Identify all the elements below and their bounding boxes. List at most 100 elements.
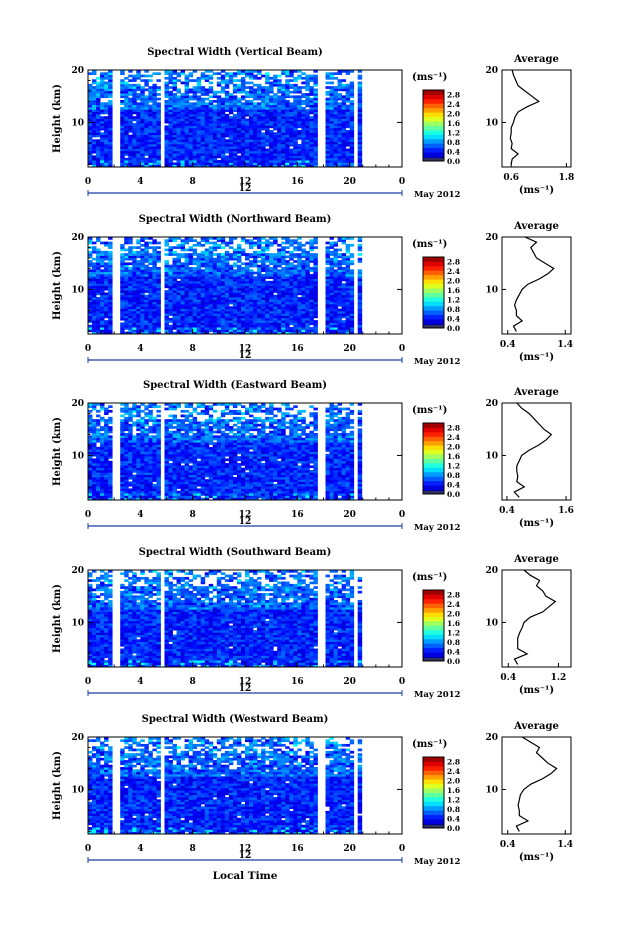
average-x-tick-label: 1.8: [559, 173, 575, 183]
heatmap-cell: [193, 116, 197, 119]
heatmap-cell: [330, 286, 334, 289]
heatmap-cell: [217, 292, 221, 295]
heatmap-cell: [293, 84, 297, 87]
heatmap-cell: [185, 100, 189, 103]
heatmap-cell: [136, 121, 140, 124]
heatmap-cell: [293, 86, 297, 89]
heatmap-cell: [132, 325, 136, 328]
heatmap-cell: [201, 276, 205, 279]
heatmap-cell: [297, 276, 301, 279]
heatmap-cell: [301, 320, 305, 323]
heatmap-cell: [265, 297, 269, 300]
heatmap-cell: [173, 276, 177, 279]
heatmap-cell: [100, 112, 104, 115]
heatmap-cell: [185, 304, 189, 307]
heatmap-cell: [293, 304, 297, 307]
heatmap-cell: [261, 276, 265, 279]
heatmap-cell: [209, 302, 213, 305]
heatmap-cell: [209, 137, 213, 140]
heatmap-cell: [334, 100, 338, 103]
heatmap-cell: [96, 258, 100, 261]
colorbar-segment: [423, 301, 444, 306]
heatmap-cell: [96, 82, 100, 85]
heatmap-cell: [189, 139, 193, 142]
heatmap-cell: [301, 297, 305, 300]
heatmap-cell: [100, 132, 104, 135]
heatmap-cell: [313, 306, 317, 309]
heatmap-cell: [164, 112, 168, 115]
heatmap-cell: [261, 265, 265, 268]
heatmap-cell: [124, 304, 128, 307]
heatmap-cell: [297, 86, 301, 89]
heatmap-cell: [326, 313, 330, 316]
heatmap-cell: [173, 318, 177, 321]
heatmap-cell: [225, 265, 229, 268]
heatmap-cell: [358, 286, 362, 289]
colorbar-tick-label: 2.0: [447, 277, 460, 286]
heatmap-cell: [169, 109, 173, 112]
heatmap-cell: [265, 253, 269, 256]
heatmap-cell: [128, 75, 132, 78]
heatmap-cell: [305, 112, 309, 115]
heatmap-cell: [124, 295, 128, 298]
heatmap-cell: [257, 242, 261, 245]
heatmap-cell: [326, 309, 330, 312]
heatmap-cell: [120, 82, 124, 85]
heatmap-cell: [289, 95, 293, 98]
heatmap-cell: [346, 309, 350, 312]
heatmap-cell: [164, 299, 168, 302]
heatmap-cell: [285, 151, 289, 154]
heatmap-cell: [104, 244, 108, 247]
heatmap-cell: [241, 297, 245, 300]
heatmap-cell: [92, 160, 96, 163]
heatmap-cell: [342, 109, 346, 112]
heatmap-cell: [132, 149, 136, 152]
heatmap-cell: [201, 132, 205, 135]
heatmap-cell: [173, 86, 177, 89]
heatmap-cell: [249, 86, 253, 89]
heatmap-cell: [132, 316, 136, 319]
heatmap-cell: [96, 320, 100, 323]
heatmap-cell: [144, 276, 148, 279]
heatmap-cell: [289, 318, 293, 321]
heatmap-cell: [177, 155, 181, 158]
heatmap-cell: [261, 107, 265, 110]
heatmap-cell: [338, 272, 342, 275]
heatmap-cell: [245, 320, 249, 323]
heatmap-cell: [108, 160, 112, 163]
heatmap-cell: [350, 295, 354, 298]
heatmap-cell: [181, 105, 185, 108]
heatmap-cell: [277, 123, 281, 126]
heatmap-cell: [285, 274, 289, 277]
heatmap-cell: [100, 408, 104, 411]
heatmap-cell: [245, 135, 249, 138]
heatmap-cell: [140, 128, 144, 131]
heatmap-cell: [233, 327, 237, 330]
heatmap-cell: [249, 112, 253, 115]
heatmap-cell: [330, 153, 334, 156]
heatmap-cell: [108, 325, 112, 328]
heatmap-cell: [217, 116, 221, 119]
heatmap-cell: [249, 274, 253, 277]
heatmap-cell: [92, 283, 96, 286]
heatmap-cell: [156, 255, 160, 258]
heatmap-cell: [245, 119, 249, 122]
heatmap-cell: [350, 288, 354, 291]
heatmap-cell: [136, 251, 140, 254]
heatmap-cell: [148, 79, 152, 82]
heatmap-cell: [237, 325, 241, 328]
heatmap-cell: [156, 98, 160, 101]
heatmap-cell: [301, 290, 305, 293]
heatmap-cell: [289, 297, 293, 300]
heatmap-cell: [293, 109, 297, 112]
heatmap-cell: [185, 75, 189, 78]
heatmap-cell: [261, 269, 265, 272]
heatmap-cell: [205, 132, 209, 135]
heatmap-cell: [104, 322, 108, 325]
heatmap-cell: [342, 302, 346, 305]
heatmap-cell: [241, 79, 245, 82]
heatmap-cell: [140, 75, 144, 78]
heatmap-cell: [241, 149, 245, 152]
heatmap-cell: [346, 109, 350, 112]
heatmap-cell: [156, 318, 160, 321]
